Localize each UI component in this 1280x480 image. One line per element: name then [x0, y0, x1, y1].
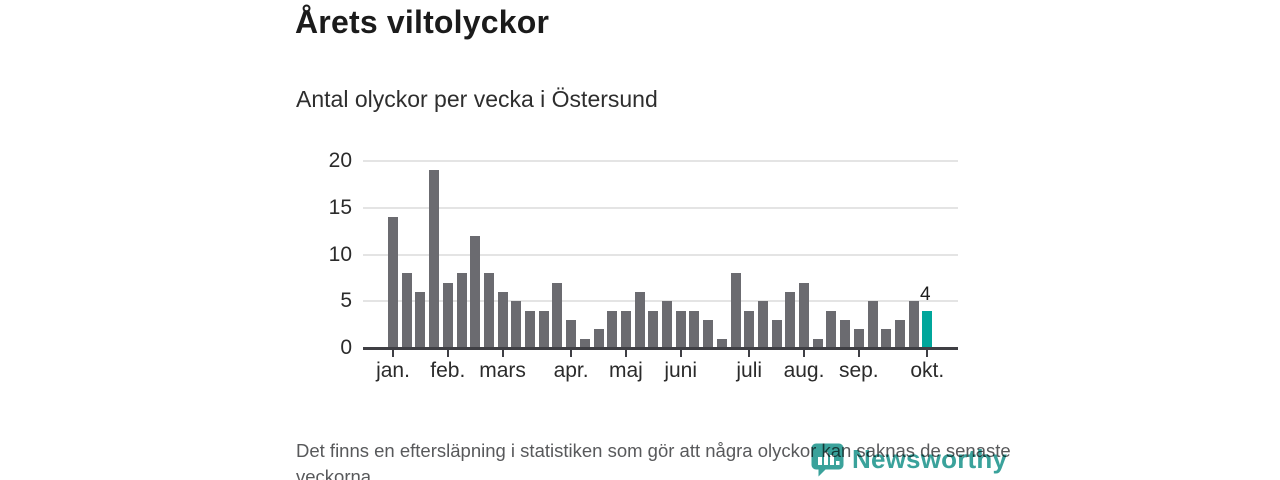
- bar: [607, 310, 618, 348]
- bar: [662, 301, 672, 348]
- grid-line: [363, 160, 958, 162]
- bar-value-label: 4: [920, 283, 931, 305]
- bar: [826, 310, 837, 348]
- y-axis-label: 20: [328, 149, 352, 172]
- bar: [593, 329, 604, 348]
- x-axis-month-label: juli: [736, 359, 763, 382]
- bar: [853, 329, 864, 348]
- x-axis-tick: [857, 350, 860, 357]
- bar: [812, 338, 823, 348]
- bar: [401, 273, 412, 348]
- x-axis-month-label: jan.: [376, 359, 410, 382]
- bar: [620, 310, 631, 348]
- bar: [442, 282, 453, 348]
- chart-subtitle: Antal olyckor per vecka i Östersund: [296, 86, 658, 112]
- bar: [840, 319, 851, 348]
- bar: [415, 291, 426, 348]
- y-axis-label: 15: [328, 195, 352, 219]
- grid-line: [363, 206, 958, 209]
- x-axis-month-label: mars: [479, 359, 526, 382]
- bar: [689, 310, 700, 348]
- y-axis-label: 0: [340, 336, 352, 359]
- bar: [894, 319, 905, 348]
- x-axis-tick: [570, 350, 573, 357]
- bar: [785, 291, 796, 348]
- x-axis-month-label: juni: [664, 359, 698, 382]
- bar: [538, 310, 549, 348]
- bar: [675, 310, 686, 348]
- bar: [566, 319, 577, 348]
- bar: [703, 319, 714, 348]
- bar: [497, 291, 508, 348]
- bar: [552, 282, 563, 348]
- bar: [388, 217, 398, 348]
- bar: [757, 301, 768, 348]
- bar: [429, 170, 440, 348]
- x-axis-month-label: feb.: [430, 359, 466, 382]
- x-axis-tick: [624, 350, 627, 357]
- bar: [799, 282, 809, 348]
- x-axis-tick: [679, 350, 682, 357]
- newsworthy-logo: Newsworthy: [810, 442, 1007, 477]
- bar: [716, 338, 727, 348]
- bar-highlighted: [922, 310, 933, 348]
- bar: [579, 338, 590, 348]
- grid-line: [363, 253, 958, 256]
- bar: [634, 291, 645, 348]
- x-axis-tick: [803, 350, 805, 357]
- x-axis-tick: [501, 350, 504, 357]
- x-axis-month-label: sep.: [838, 359, 879, 382]
- bar: [511, 301, 522, 348]
- bar: [470, 235, 481, 348]
- x-axis-line: [363, 347, 958, 350]
- bar: [525, 310, 535, 348]
- bar: [483, 273, 494, 348]
- bar: [881, 329, 892, 348]
- bar: [771, 319, 782, 348]
- x-axis-tick: [392, 350, 394, 357]
- x-axis-tick: [748, 350, 751, 357]
- x-axis-month-label: okt.: [910, 359, 945, 382]
- y-axis-label: 10: [328, 242, 352, 266]
- bar: [648, 310, 659, 348]
- x-axis-month-label: aug.: [783, 359, 825, 382]
- newsworthy-pin-barchart-icon: [811, 443, 844, 477]
- bar: [867, 301, 878, 348]
- bar: [744, 310, 755, 348]
- grid-line: [363, 300, 958, 303]
- bar: [908, 301, 919, 348]
- bar: [730, 273, 741, 348]
- x-axis-month-label: apr.: [553, 359, 589, 382]
- newsworthy-logo-text: Newsworthy: [852, 444, 1008, 474]
- page-title: Årets viltolyckor: [295, 4, 550, 40]
- y-axis-label: 5: [340, 289, 352, 313]
- x-axis-tick: [926, 350, 929, 357]
- x-axis-tick: [446, 350, 449, 357]
- x-axis-month-label: maj: [608, 359, 643, 382]
- bar: [456, 273, 467, 348]
